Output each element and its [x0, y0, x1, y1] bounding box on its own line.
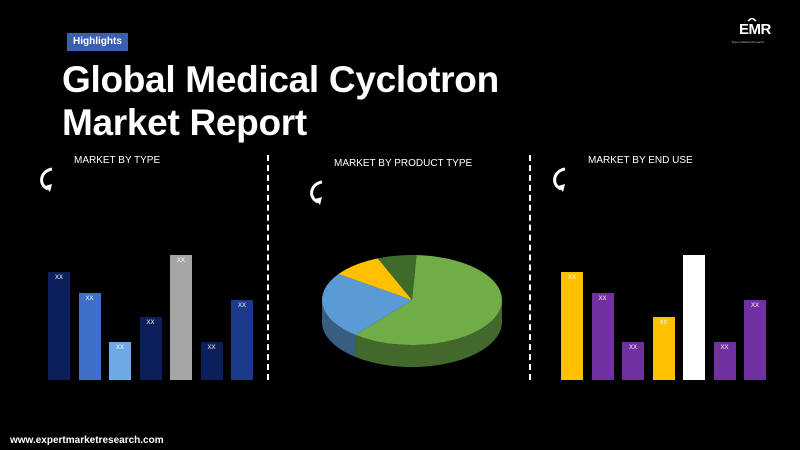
pie-slice [322, 274, 412, 336]
bar: XX [231, 300, 253, 380]
bar-data-label: XX [628, 345, 637, 351]
section-title-type: MARKET BY TYPE [74, 155, 161, 166]
bar-data-label: XX [598, 296, 607, 302]
bar-data-label: XX [176, 258, 185, 264]
pie-slice [377, 255, 417, 300]
curl-arrow-icon [310, 180, 323, 205]
bar: XX [139, 317, 162, 380]
bar: XX [744, 300, 766, 380]
bar-data-label: XX [54, 275, 63, 281]
end-use-bar-chart: XX XX XX XX XX XX XX [561, 230, 791, 380]
product-type-pie-chart [315, 245, 510, 375]
bar: XX [683, 255, 705, 380]
bar-data-label: XX [207, 345, 216, 351]
bar-data-label: XX [115, 345, 124, 351]
bar: XX [109, 342, 131, 380]
divider-right [529, 155, 531, 380]
highlights-badge: Highlights [67, 33, 128, 51]
bar: XX [591, 293, 614, 380]
pie-slice-side [322, 300, 356, 358]
bar: XX [713, 342, 736, 380]
divider-left [267, 155, 269, 380]
emr-logo: EMR Expert Market Research [730, 17, 786, 48]
section-title-product-type: MARKET BY PRODUCT TYPE [334, 158, 473, 169]
logo-text: EMR [739, 21, 771, 38]
bar: XX [561, 272, 583, 380]
page-title-line-2: Market Report [62, 102, 307, 143]
curl-arrow-icon [40, 167, 53, 192]
bar-data-label: XX [146, 320, 155, 326]
bar-data-label: XX [567, 275, 576, 281]
type-bar-chart: XX XX XX XX XX XX XX [48, 230, 278, 380]
footer-url: www.expertmarketresearch.com [10, 435, 164, 446]
bar-data-label: XX [659, 320, 668, 326]
bar-data-label: XX [750, 303, 759, 309]
bar: XX [170, 255, 192, 380]
section-title-end-use: MARKET BY END USE [588, 155, 693, 166]
pie-slice [338, 258, 412, 300]
bar: XX [200, 342, 223, 380]
pie-slice [355, 255, 502, 345]
bar: XX [78, 293, 101, 380]
page-title: Global Medical Cyclotron Market Report [62, 58, 499, 144]
bar-data-label: XX [237, 303, 246, 309]
logo-mark-icon [747, 17, 757, 22]
bar-data-label: XX [85, 296, 94, 302]
logo-tagline: Expert Market Research [732, 40, 765, 44]
page-title-line-1: Global Medical Cyclotron [62, 59, 499, 100]
curl-arrow-icon [553, 167, 566, 192]
bar: XX [652, 317, 675, 380]
pie-svg [322, 255, 502, 367]
bar-data-label: XX [720, 345, 729, 351]
pie-slice-side [355, 300, 502, 367]
bar: XX [48, 272, 70, 380]
bar-data-label: XX [689, 258, 698, 264]
bar: XX [622, 342, 644, 380]
